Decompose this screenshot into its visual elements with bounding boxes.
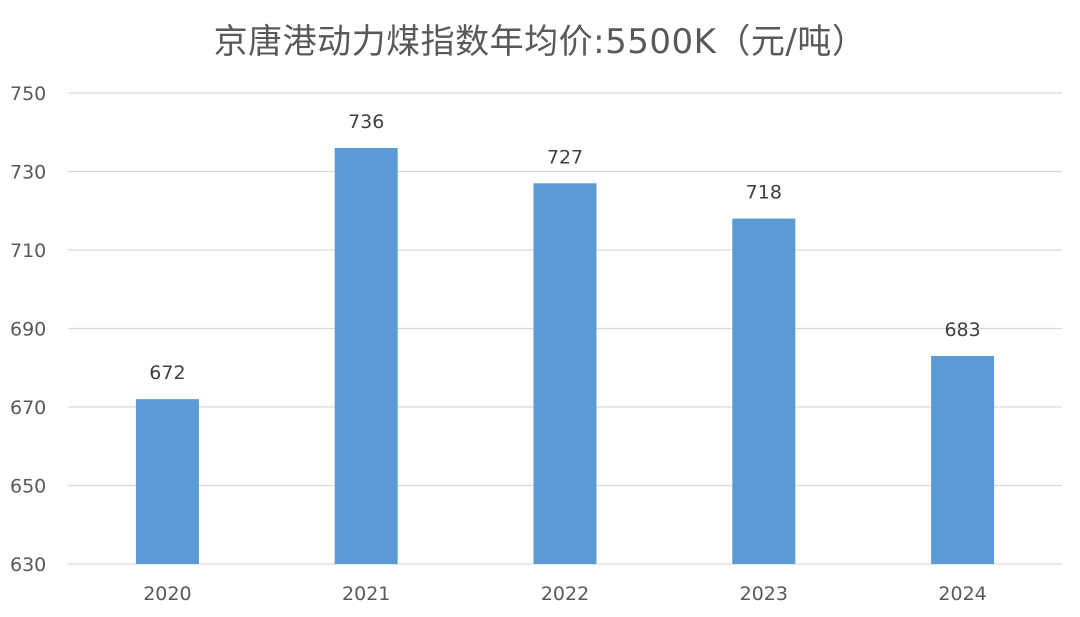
data-label-2020: 672 bbox=[149, 362, 185, 384]
chart-title: 京唐港动力煤指数年均价:5500K（元/吨） bbox=[213, 22, 867, 62]
data-label-2021: 736 bbox=[348, 111, 384, 133]
y-tick-label: 690 bbox=[10, 319, 46, 341]
x-tick-label-2021: 2021 bbox=[342, 583, 390, 605]
bar-2021 bbox=[334, 147, 398, 564]
data-label-2024: 683 bbox=[944, 319, 980, 341]
data-label-2023: 718 bbox=[746, 182, 782, 204]
x-axis-tick-labels: 2020 2021 2022 2023 2024 bbox=[143, 583, 987, 605]
x-tick-label-2024: 2024 bbox=[938, 583, 986, 605]
data-labels: 672 736 727 718 683 bbox=[149, 111, 980, 384]
y-axis-tick-labels: 630 650 670 690 710 730 750 bbox=[10, 83, 46, 576]
x-tick-label-2022: 2022 bbox=[541, 583, 589, 605]
bars bbox=[135, 147, 995, 564]
y-tick-label: 710 bbox=[10, 240, 46, 262]
bar-2022 bbox=[533, 183, 597, 564]
x-tick-label-2020: 2020 bbox=[143, 583, 191, 605]
y-tick-label: 750 bbox=[10, 83, 46, 105]
bar-2024 bbox=[931, 355, 995, 564]
x-tick-label-2023: 2023 bbox=[740, 583, 788, 605]
bar-2020 bbox=[135, 399, 199, 564]
y-tick-label: 730 bbox=[10, 162, 46, 184]
data-label-2022: 727 bbox=[547, 146, 583, 168]
y-tick-label: 650 bbox=[10, 476, 46, 498]
y-tick-label: 630 bbox=[10, 554, 46, 576]
y-tick-label: 670 bbox=[10, 397, 46, 419]
bar-2023 bbox=[732, 218, 796, 564]
